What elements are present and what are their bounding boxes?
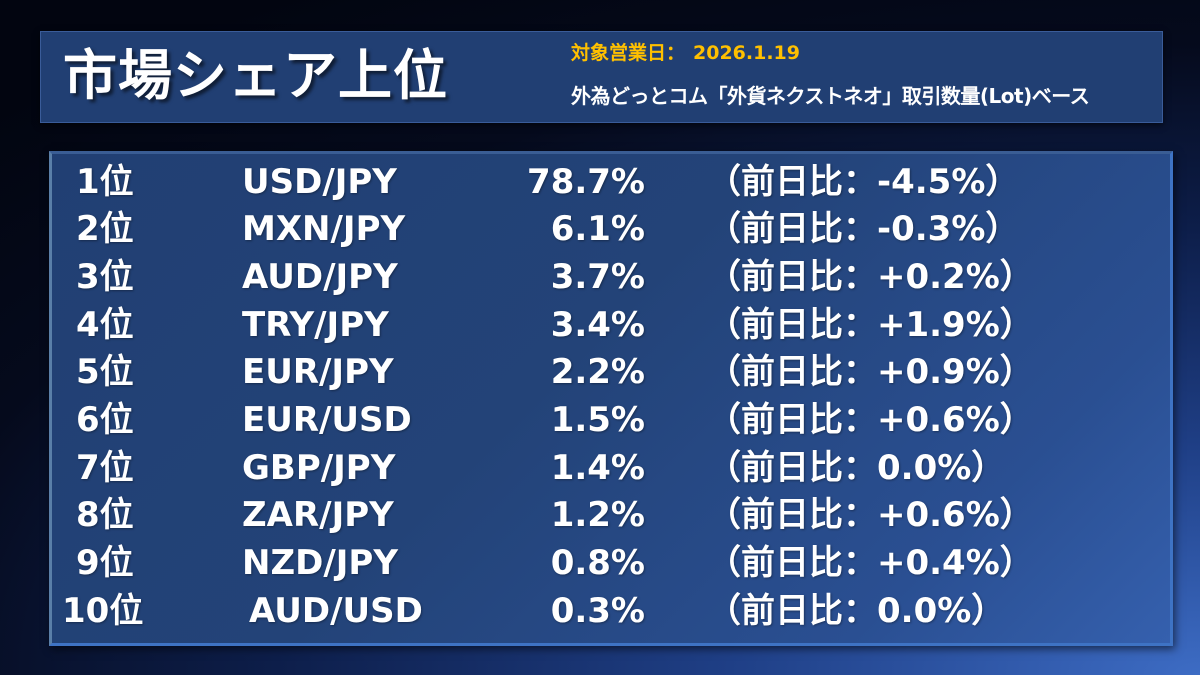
ranking-table: 1位 USD/JPY 78.7% （前日比：-4.5%） 2位 MXN/JPY …	[49, 151, 1173, 646]
market-share: 0.3%	[550, 591, 645, 631]
ranking-row: 9位 NZD/JPY 0.8% （前日比：+0.4%）	[52, 539, 1170, 587]
day-over-day-change: （前日比：+1.9%）	[707, 305, 1034, 345]
rank-label: 6位	[76, 400, 134, 440]
day-over-day-change: （前日比：+0.6%）	[707, 400, 1034, 440]
currency-pair: MXN/JPY	[242, 209, 406, 249]
day-over-day-change: （前日比：+0.4%）	[707, 543, 1034, 583]
ranking-row: 5位 EUR/JPY 2.2% （前日比：+0.9%）	[52, 348, 1170, 396]
date-value: 2026.1.19	[693, 42, 800, 64]
rank-label: 4位	[76, 305, 134, 345]
day-over-day-change: （前日比：+0.2%）	[707, 257, 1034, 297]
rank-label: 5位	[76, 352, 134, 392]
currency-pair: NZD/JPY	[242, 543, 398, 583]
currency-pair: GBP/JPY	[242, 448, 396, 488]
ranking-row: 8位 ZAR/JPY 1.2% （前日比：+0.6%）	[52, 491, 1170, 539]
day-over-day-change: （前日比：-4.5%）	[707, 162, 1020, 202]
currency-pair: USD/JPY	[242, 162, 397, 202]
ranking-row: 2位 MXN/JPY 6.1% （前日比：-0.3%）	[52, 205, 1170, 253]
data-source-note: 外為どっとコム「外貨ネクストネオ」取引数量(Lot)ベース	[571, 84, 1090, 108]
ranking-row: 10位 AUD/USD 0.3% （前日比：0.0%）	[52, 587, 1170, 635]
page-title: 市場シェア上位	[63, 44, 448, 107]
day-over-day-change: （前日比：+0.9%）	[707, 352, 1034, 392]
currency-pair: TRY/JPY	[242, 305, 389, 345]
ranking-row: 4位 TRY/JPY 3.4% （前日比：+1.9%）	[52, 301, 1170, 349]
rank-label: 3位	[76, 257, 134, 297]
market-share: 1.5%	[550, 400, 645, 440]
rank-label: 2位	[76, 209, 134, 249]
rank-label: 10位	[62, 591, 144, 631]
currency-pair: EUR/USD	[242, 400, 412, 440]
rank-label: 7位	[76, 448, 134, 488]
currency-pair: AUD/USD	[249, 591, 423, 631]
ranking-row: 6位 EUR/USD 1.5% （前日比：+0.6%）	[52, 396, 1170, 444]
currency-pair: ZAR/JPY	[242, 495, 394, 535]
day-over-day-change: （前日比：-0.3%）	[707, 209, 1020, 249]
market-share: 1.2%	[550, 495, 645, 535]
day-over-day-change: （前日比：0.0%）	[707, 591, 1006, 631]
rank-label: 9位	[76, 543, 134, 583]
market-share: 3.7%	[550, 257, 645, 297]
ranking-row: 7位 GBP/JPY 1.4% （前日比：0.0%）	[52, 444, 1170, 492]
market-share: 1.4%	[550, 448, 645, 488]
market-share: 6.1%	[550, 209, 645, 249]
rank-label: 1位	[76, 162, 134, 202]
market-share: 3.4%	[550, 305, 645, 345]
market-share: 0.8%	[550, 543, 645, 583]
header-panel: 市場シェア上位 対象営業日： 2026.1.19 外為どっとコム「外貨ネクストネオ…	[40, 31, 1163, 123]
currency-pair: AUD/JPY	[242, 257, 398, 297]
ranking-row: 1位 USD/JPY 78.7% （前日比：-4.5%）	[52, 158, 1170, 206]
date-label: 対象営業日：	[571, 42, 686, 64]
market-share: 2.2%	[550, 352, 645, 392]
business-date: 対象営業日： 2026.1.19	[571, 40, 800, 66]
day-over-day-change: （前日比：0.0%）	[707, 448, 1006, 488]
currency-pair: EUR/JPY	[242, 352, 394, 392]
day-over-day-change: （前日比：+0.6%）	[707, 495, 1034, 535]
rank-label: 8位	[76, 495, 134, 535]
ranking-row: 3位 AUD/JPY 3.7% （前日比：+0.2%）	[52, 253, 1170, 301]
market-share: 78.7%	[527, 162, 645, 202]
